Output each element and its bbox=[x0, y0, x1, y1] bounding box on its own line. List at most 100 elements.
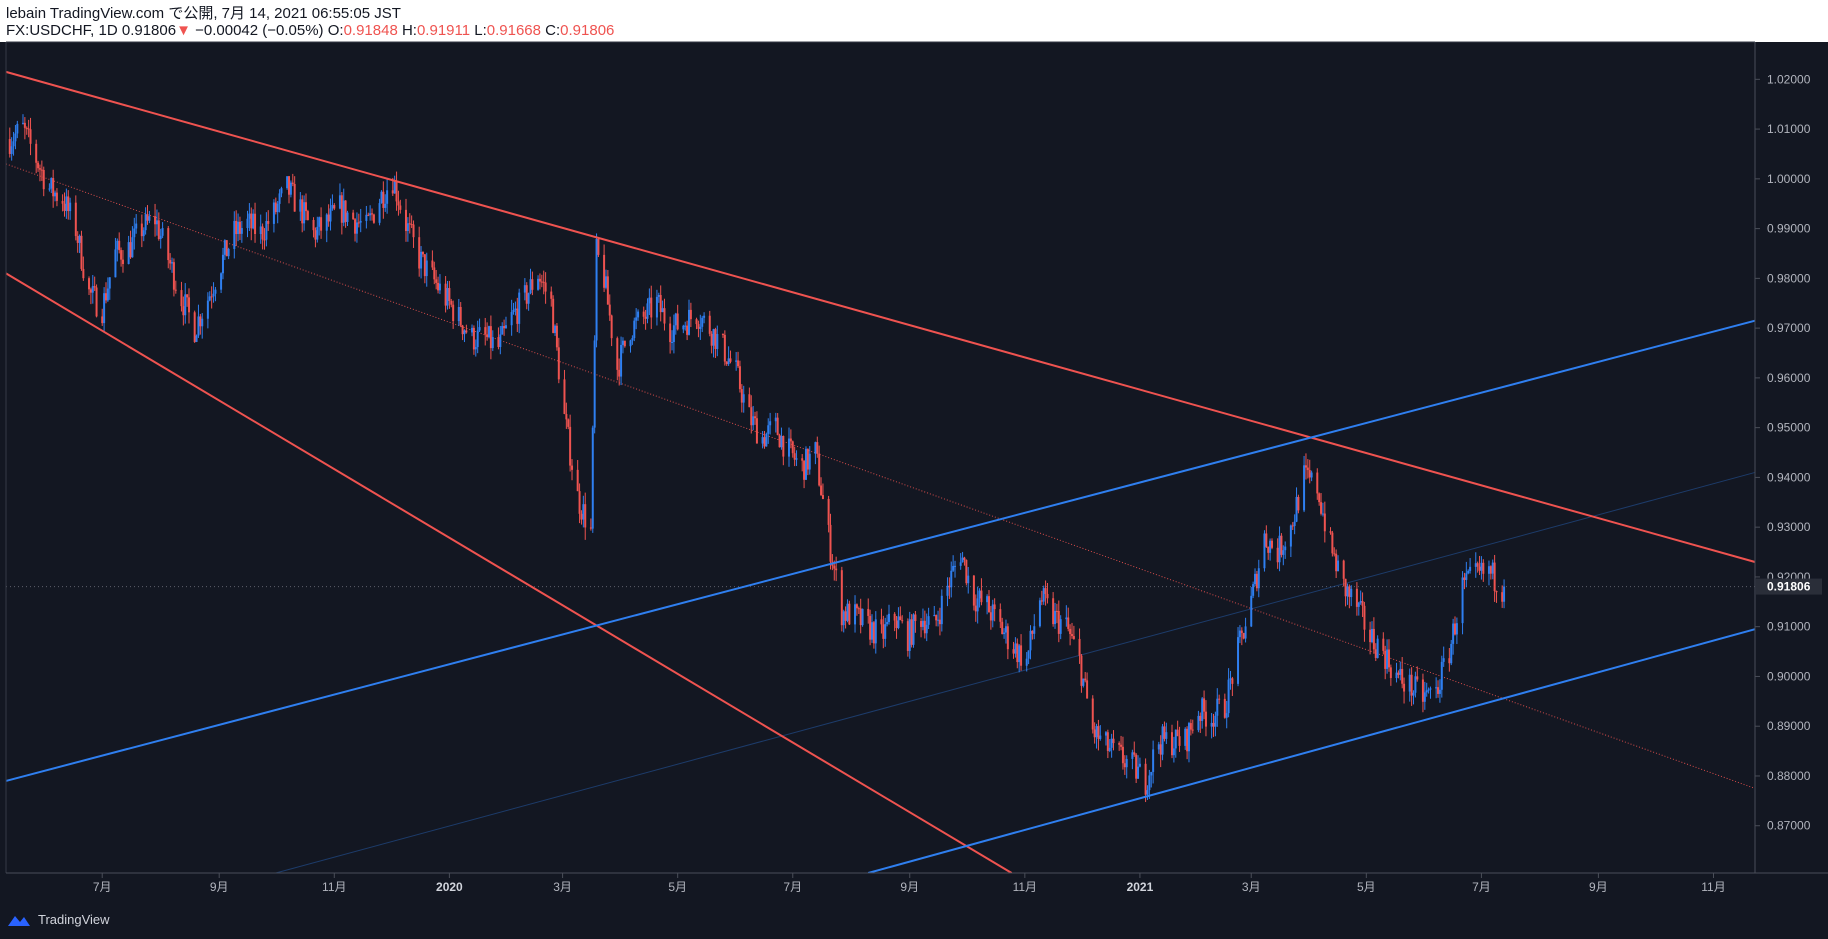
candle-up bbox=[946, 585, 949, 596]
candle-up bbox=[1359, 601, 1362, 603]
candle-down bbox=[972, 575, 975, 606]
candle-up bbox=[1289, 525, 1292, 547]
candle-down bbox=[1384, 650, 1387, 669]
candle-up bbox=[1146, 790, 1149, 795]
candle-up bbox=[286, 176, 289, 189]
candle-up bbox=[227, 248, 230, 257]
candle-up bbox=[527, 293, 530, 304]
candle-down bbox=[801, 458, 804, 461]
candle-up bbox=[212, 293, 215, 297]
candle-down bbox=[129, 242, 132, 258]
candle-up bbox=[1014, 643, 1017, 654]
candle-down bbox=[486, 334, 489, 338]
time-axis[interactable]: 7月 9月 11月 2020 3月 5月 7月 9月 11月 2021 3月 5月 7月 9月 11月 bbox=[93, 873, 1726, 894]
trendlines[interactable] bbox=[5, 70, 1756, 874]
blue-trendline[interactable] bbox=[867, 628, 1756, 874]
candle-down bbox=[686, 325, 689, 335]
candle-up bbox=[420, 251, 423, 269]
candle-up bbox=[1452, 623, 1455, 644]
candle-down bbox=[610, 315, 613, 339]
candle-up bbox=[814, 442, 817, 454]
candle-down bbox=[1012, 649, 1015, 654]
candle-down bbox=[923, 620, 926, 634]
candle-down bbox=[1304, 465, 1307, 468]
candle-down bbox=[1463, 577, 1466, 580]
candle-down bbox=[382, 191, 385, 208]
candle-up bbox=[148, 216, 151, 221]
candle-down bbox=[895, 620, 898, 629]
price-tick-label: 0.87000 bbox=[1767, 819, 1811, 833]
candle-down bbox=[938, 619, 941, 625]
candle-up bbox=[91, 286, 94, 293]
candle-up bbox=[1346, 586, 1349, 597]
candle-up bbox=[1099, 735, 1102, 739]
candle-down bbox=[1144, 763, 1147, 795]
candle-down bbox=[1369, 629, 1372, 643]
candle-down bbox=[38, 168, 41, 170]
last-price-label: 0.91806 bbox=[1767, 580, 1811, 594]
candle-up bbox=[846, 603, 849, 621]
candle-down bbox=[1372, 628, 1375, 650]
candle-up bbox=[620, 344, 623, 377]
candle-up bbox=[774, 417, 777, 422]
close-label: C: bbox=[545, 22, 561, 39]
candle-up bbox=[646, 303, 649, 319]
candle-up bbox=[884, 624, 887, 639]
candle-down bbox=[540, 281, 543, 283]
candle-up bbox=[223, 240, 226, 255]
candle-down bbox=[1046, 593, 1049, 599]
candle-down bbox=[314, 230, 317, 240]
candle-down bbox=[399, 205, 402, 210]
tradingview-brand[interactable]: TradingView bbox=[6, 912, 110, 927]
candle-up bbox=[967, 575, 970, 584]
price-axis[interactable]: 1.02000 1.01000 1.00000 0.99000 0.98000 0.970… bbox=[1755, 72, 1811, 833]
candle-up bbox=[1450, 643, 1453, 664]
candle-up bbox=[378, 203, 381, 223]
candle-up bbox=[950, 570, 953, 588]
symbol-interval-price: FX:USDCHF, 1D 0.91806 bbox=[6, 22, 177, 39]
red-trendline[interactable] bbox=[5, 70, 1756, 563]
candle-down bbox=[344, 200, 347, 222]
candle-down bbox=[606, 276, 609, 305]
candle-down bbox=[67, 196, 70, 212]
candle-up bbox=[380, 191, 383, 204]
candle-up bbox=[318, 217, 321, 227]
candle-down bbox=[1501, 592, 1504, 602]
candle-down bbox=[1331, 532, 1334, 554]
candle-up bbox=[1229, 678, 1232, 680]
price-axis-background bbox=[1755, 42, 1828, 900]
candle-up bbox=[1082, 678, 1085, 686]
candle-down bbox=[1297, 496, 1300, 511]
candle-up bbox=[346, 212, 349, 222]
candle-up bbox=[687, 309, 690, 335]
candle-down bbox=[848, 603, 851, 625]
price-chart[interactable]: 1.02000 1.01000 1.00000 0.99000 0.98000 0.970… bbox=[0, 0, 1828, 900]
candle-up bbox=[233, 220, 236, 249]
candle-down bbox=[489, 326, 492, 349]
candle-up bbox=[491, 337, 494, 349]
candle-up bbox=[197, 316, 200, 336]
candle-up bbox=[393, 180, 396, 194]
candle-up bbox=[1303, 465, 1306, 511]
blue-trendline[interactable] bbox=[5, 319, 1756, 782]
candle-up bbox=[135, 223, 138, 229]
candle-down bbox=[238, 221, 241, 234]
candle-up bbox=[921, 620, 924, 627]
candle-up bbox=[1487, 566, 1490, 574]
candle-up bbox=[355, 222, 358, 234]
candle-down bbox=[154, 216, 157, 225]
time-tick-label: 9月 bbox=[1589, 880, 1608, 894]
candle-down bbox=[1191, 729, 1194, 731]
red-trendline[interactable] bbox=[5, 272, 1013, 874]
candle-down bbox=[1078, 638, 1081, 656]
candle-down bbox=[555, 325, 558, 348]
candle-up bbox=[991, 604, 994, 621]
candle-down bbox=[1495, 591, 1498, 593]
candle-down bbox=[844, 611, 847, 621]
candle-down bbox=[421, 251, 424, 255]
candle-up bbox=[978, 590, 981, 599]
candle-down bbox=[186, 294, 189, 298]
candle-up bbox=[954, 565, 957, 567]
candle-down bbox=[63, 203, 66, 211]
candle-up bbox=[514, 308, 517, 310]
